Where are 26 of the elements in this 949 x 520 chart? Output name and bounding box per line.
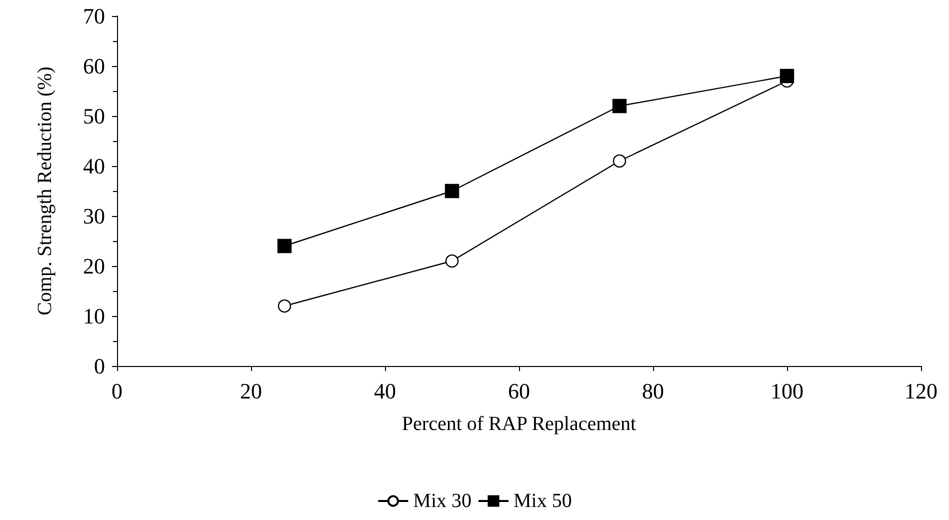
point [277, 238, 292, 254]
point [780, 68, 794, 84]
y-tick-label: 70 [83, 4, 105, 28]
point [445, 254, 459, 268]
y-tick-label: 30 [83, 204, 105, 228]
point [612, 98, 627, 114]
x-tick-label: 100 [770, 378, 804, 404]
x-tick-label: 40 [374, 378, 396, 404]
point [612, 154, 626, 168]
x-tick-label: 60 [508, 378, 530, 404]
y-tick-label: 50 [83, 104, 105, 128]
x-axis-title: Percent of RAP Replacement [402, 413, 637, 435]
point [278, 299, 292, 313]
y-tick-label: 10 [83, 304, 105, 328]
x-tick-label: 20 [240, 378, 262, 404]
legend-label: Mix 30 [413, 490, 472, 512]
x-tick-label: 120 [904, 378, 938, 404]
y-tick-label: 40 [83, 154, 105, 178]
x-tick-label: 80 [642, 378, 664, 404]
y-axis-title: Comp. Strength Reduction (%) [34, 66, 56, 316]
legend-label: Mix 50 [514, 490, 572, 512]
y-tick-label: 20 [83, 254, 105, 278]
x-tick-label: 0 [112, 378, 122, 404]
point [444, 184, 460, 198]
y-tick-label: 60 [83, 54, 105, 78]
y-tick-label: 0 [94, 354, 105, 378]
